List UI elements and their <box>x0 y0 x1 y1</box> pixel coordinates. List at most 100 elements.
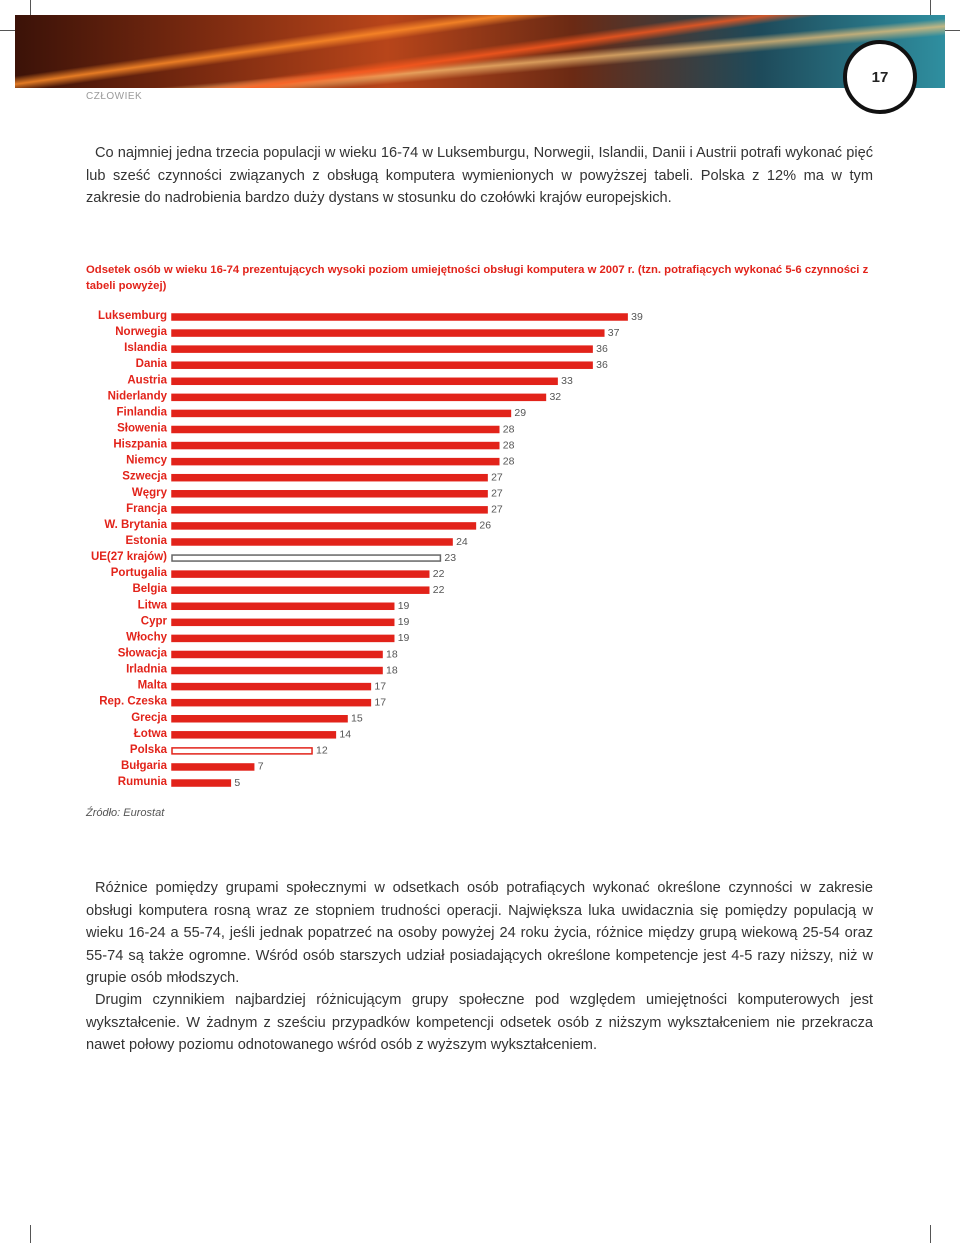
value-label: 19 <box>398 600 410 612</box>
bar <box>171 715 348 723</box>
category-label: Słowacja <box>118 648 168 660</box>
value-label: 22 <box>433 568 445 580</box>
bar <box>171 586 430 594</box>
category-label: Austria <box>127 374 167 386</box>
category-label: Łotwa <box>134 728 168 740</box>
category-label: Norwegia <box>115 326 167 338</box>
crop-mark <box>30 1225 31 1243</box>
value-label: 7 <box>258 761 264 773</box>
bar <box>171 506 488 514</box>
bar <box>171 618 395 627</box>
value-label: 27 <box>491 504 503 516</box>
bar <box>171 522 477 530</box>
category-label: Węgry <box>132 487 168 499</box>
category-label: Hiszpania <box>113 439 167 451</box>
category-label: Luksemburg <box>98 310 167 322</box>
bar <box>171 650 383 659</box>
value-label: 28 <box>503 439 515 451</box>
bar <box>171 393 547 402</box>
chart-title: Odsetek osób w wieku 16-74 prezentującyc… <box>86 264 869 292</box>
value-label: 28 <box>503 455 515 467</box>
value-label: 17 <box>374 680 386 692</box>
crop-mark <box>942 30 960 31</box>
bar <box>171 698 372 707</box>
category-label: W. Brytania <box>104 519 167 531</box>
bar <box>171 747 313 755</box>
category-label: Włochy <box>126 631 167 643</box>
bar <box>171 377 558 386</box>
category-label: Grecja <box>131 712 167 724</box>
value-label: 27 <box>491 471 503 483</box>
value-label: 12 <box>316 745 328 757</box>
value-label: 24 <box>456 536 468 548</box>
value-label: 29 <box>514 407 526 419</box>
header-banner <box>15 15 945 88</box>
page-number: 17 <box>843 40 917 114</box>
value-label: 36 <box>596 359 608 371</box>
body-paragraph: Drugim czynnikiem najbardziej różnicując… <box>86 992 873 1054</box>
value-label: 5 <box>234 777 240 789</box>
crop-mark <box>0 30 18 31</box>
category-label: Rep. Czeska <box>99 696 167 708</box>
category-label: Dania <box>136 358 168 370</box>
bar <box>171 345 593 353</box>
value-label: 18 <box>386 648 398 660</box>
bar <box>171 570 430 578</box>
crop-mark <box>930 0 931 18</box>
body-paragraph: Różnice pomiędzy grupami społecznymi w o… <box>86 880 873 987</box>
value-label: 15 <box>351 713 363 725</box>
category-label: UE(27 krajów) <box>91 551 167 563</box>
category-label: Cypr <box>141 615 168 627</box>
value-label: 39 <box>631 311 643 323</box>
value-label: 19 <box>398 616 410 628</box>
bar <box>171 731 337 739</box>
value-label: 36 <box>596 343 608 355</box>
bar <box>171 425 500 434</box>
category-label: Malta <box>138 680 168 692</box>
category-label: Polska <box>130 744 168 756</box>
category-label: Belgia <box>132 583 167 595</box>
bar <box>171 457 500 466</box>
value-label: 27 <box>491 488 503 500</box>
category-label: Słowenia <box>117 423 167 435</box>
section-label: CZŁOWIEK <box>86 91 143 102</box>
bar <box>171 441 500 450</box>
category-label: Szwecja <box>122 471 167 483</box>
bar <box>171 473 488 482</box>
value-label: 17 <box>374 696 386 708</box>
category-label: Estonia <box>125 535 167 547</box>
bar <box>171 634 395 643</box>
category-label: Francja <box>126 503 168 515</box>
bar <box>171 554 442 562</box>
value-label: 32 <box>549 391 561 403</box>
value-label: 28 <box>503 423 515 435</box>
value-label: 19 <box>398 632 410 644</box>
value-label: 33 <box>561 375 573 387</box>
bar <box>171 409 512 418</box>
bar <box>171 538 453 546</box>
bar <box>171 602 395 611</box>
bar <box>171 666 383 675</box>
category-label: Islandia <box>124 342 167 354</box>
bar <box>171 682 372 691</box>
category-label: Litwa <box>138 599 168 611</box>
category-label: Rumunia <box>118 776 168 788</box>
value-label: 18 <box>386 664 398 676</box>
category-label: Niemcy <box>126 455 168 467</box>
bar <box>171 763 255 771</box>
value-label: 26 <box>479 520 491 532</box>
category-label: Bułgaria <box>121 760 168 772</box>
bar <box>171 490 488 498</box>
crop-mark <box>930 1225 931 1243</box>
value-label: 23 <box>444 552 456 564</box>
category-label: Irladnia <box>126 664 168 676</box>
category-label: Portugalia <box>111 567 168 579</box>
crop-mark <box>30 0 31 18</box>
bar <box>171 313 628 321</box>
bar <box>171 779 232 787</box>
bar <box>171 329 605 337</box>
value-label: 22 <box>433 584 445 596</box>
value-label: 37 <box>608 327 620 339</box>
chart: Luksemburg 39 Norwegia 37 Islandia 36 Dania 36 A… <box>91 310 643 789</box>
